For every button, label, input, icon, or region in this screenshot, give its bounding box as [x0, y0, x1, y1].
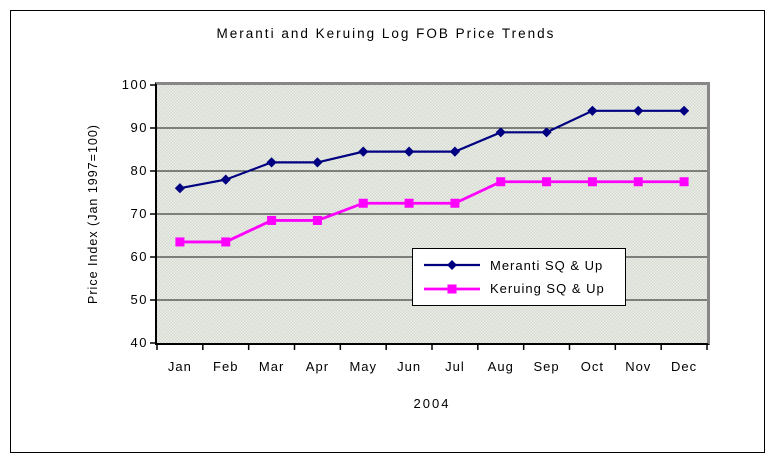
meranti-line-sample	[424, 260, 480, 271]
legend: Meranti SQ & Up Keruing SQ & Up	[412, 248, 626, 306]
x-tick-label: Mar	[258, 359, 285, 374]
x-tick-label: Dec	[671, 359, 698, 374]
legend-item-meranti: Meranti SQ & Up	[423, 258, 625, 273]
x-tick-label: Aug	[487, 359, 514, 374]
y-tick-label: 80	[130, 163, 148, 178]
x-tick-label: Jul	[445, 359, 465, 374]
x-axis-title: 2004	[413, 396, 451, 411]
x-tick-label: Jun	[397, 359, 422, 374]
legend-label-meranti: Meranti SQ & Up	[490, 257, 604, 273]
x-tick-label: Oct	[580, 359, 605, 374]
chart-outer-border	[10, 10, 765, 453]
legend-item-keruing: Keruing SQ & Up	[423, 281, 625, 296]
keruing-line-sample	[424, 284, 480, 294]
y-tick-label: 60	[130, 249, 148, 264]
chart-title: Meranti and Keruing Log FOB Price Trends	[216, 26, 556, 41]
legend-label-keruing: Keruing SQ & Up	[490, 281, 605, 297]
x-tick-label: Sep	[533, 359, 560, 374]
x-tick-label: Feb	[213, 359, 239, 374]
x-tick-label: Apr	[305, 359, 330, 374]
x-tick-label: May	[349, 359, 378, 374]
y-tick-label: 40	[130, 335, 148, 350]
y-tick-label: 50	[130, 292, 148, 307]
x-tick-label: Jan	[167, 359, 192, 374]
y-tick-label: 90	[130, 120, 148, 135]
x-tick-label: Nov	[625, 359, 652, 374]
y-tick-label: 100	[121, 77, 148, 92]
y-tick-label: 70	[130, 206, 148, 221]
